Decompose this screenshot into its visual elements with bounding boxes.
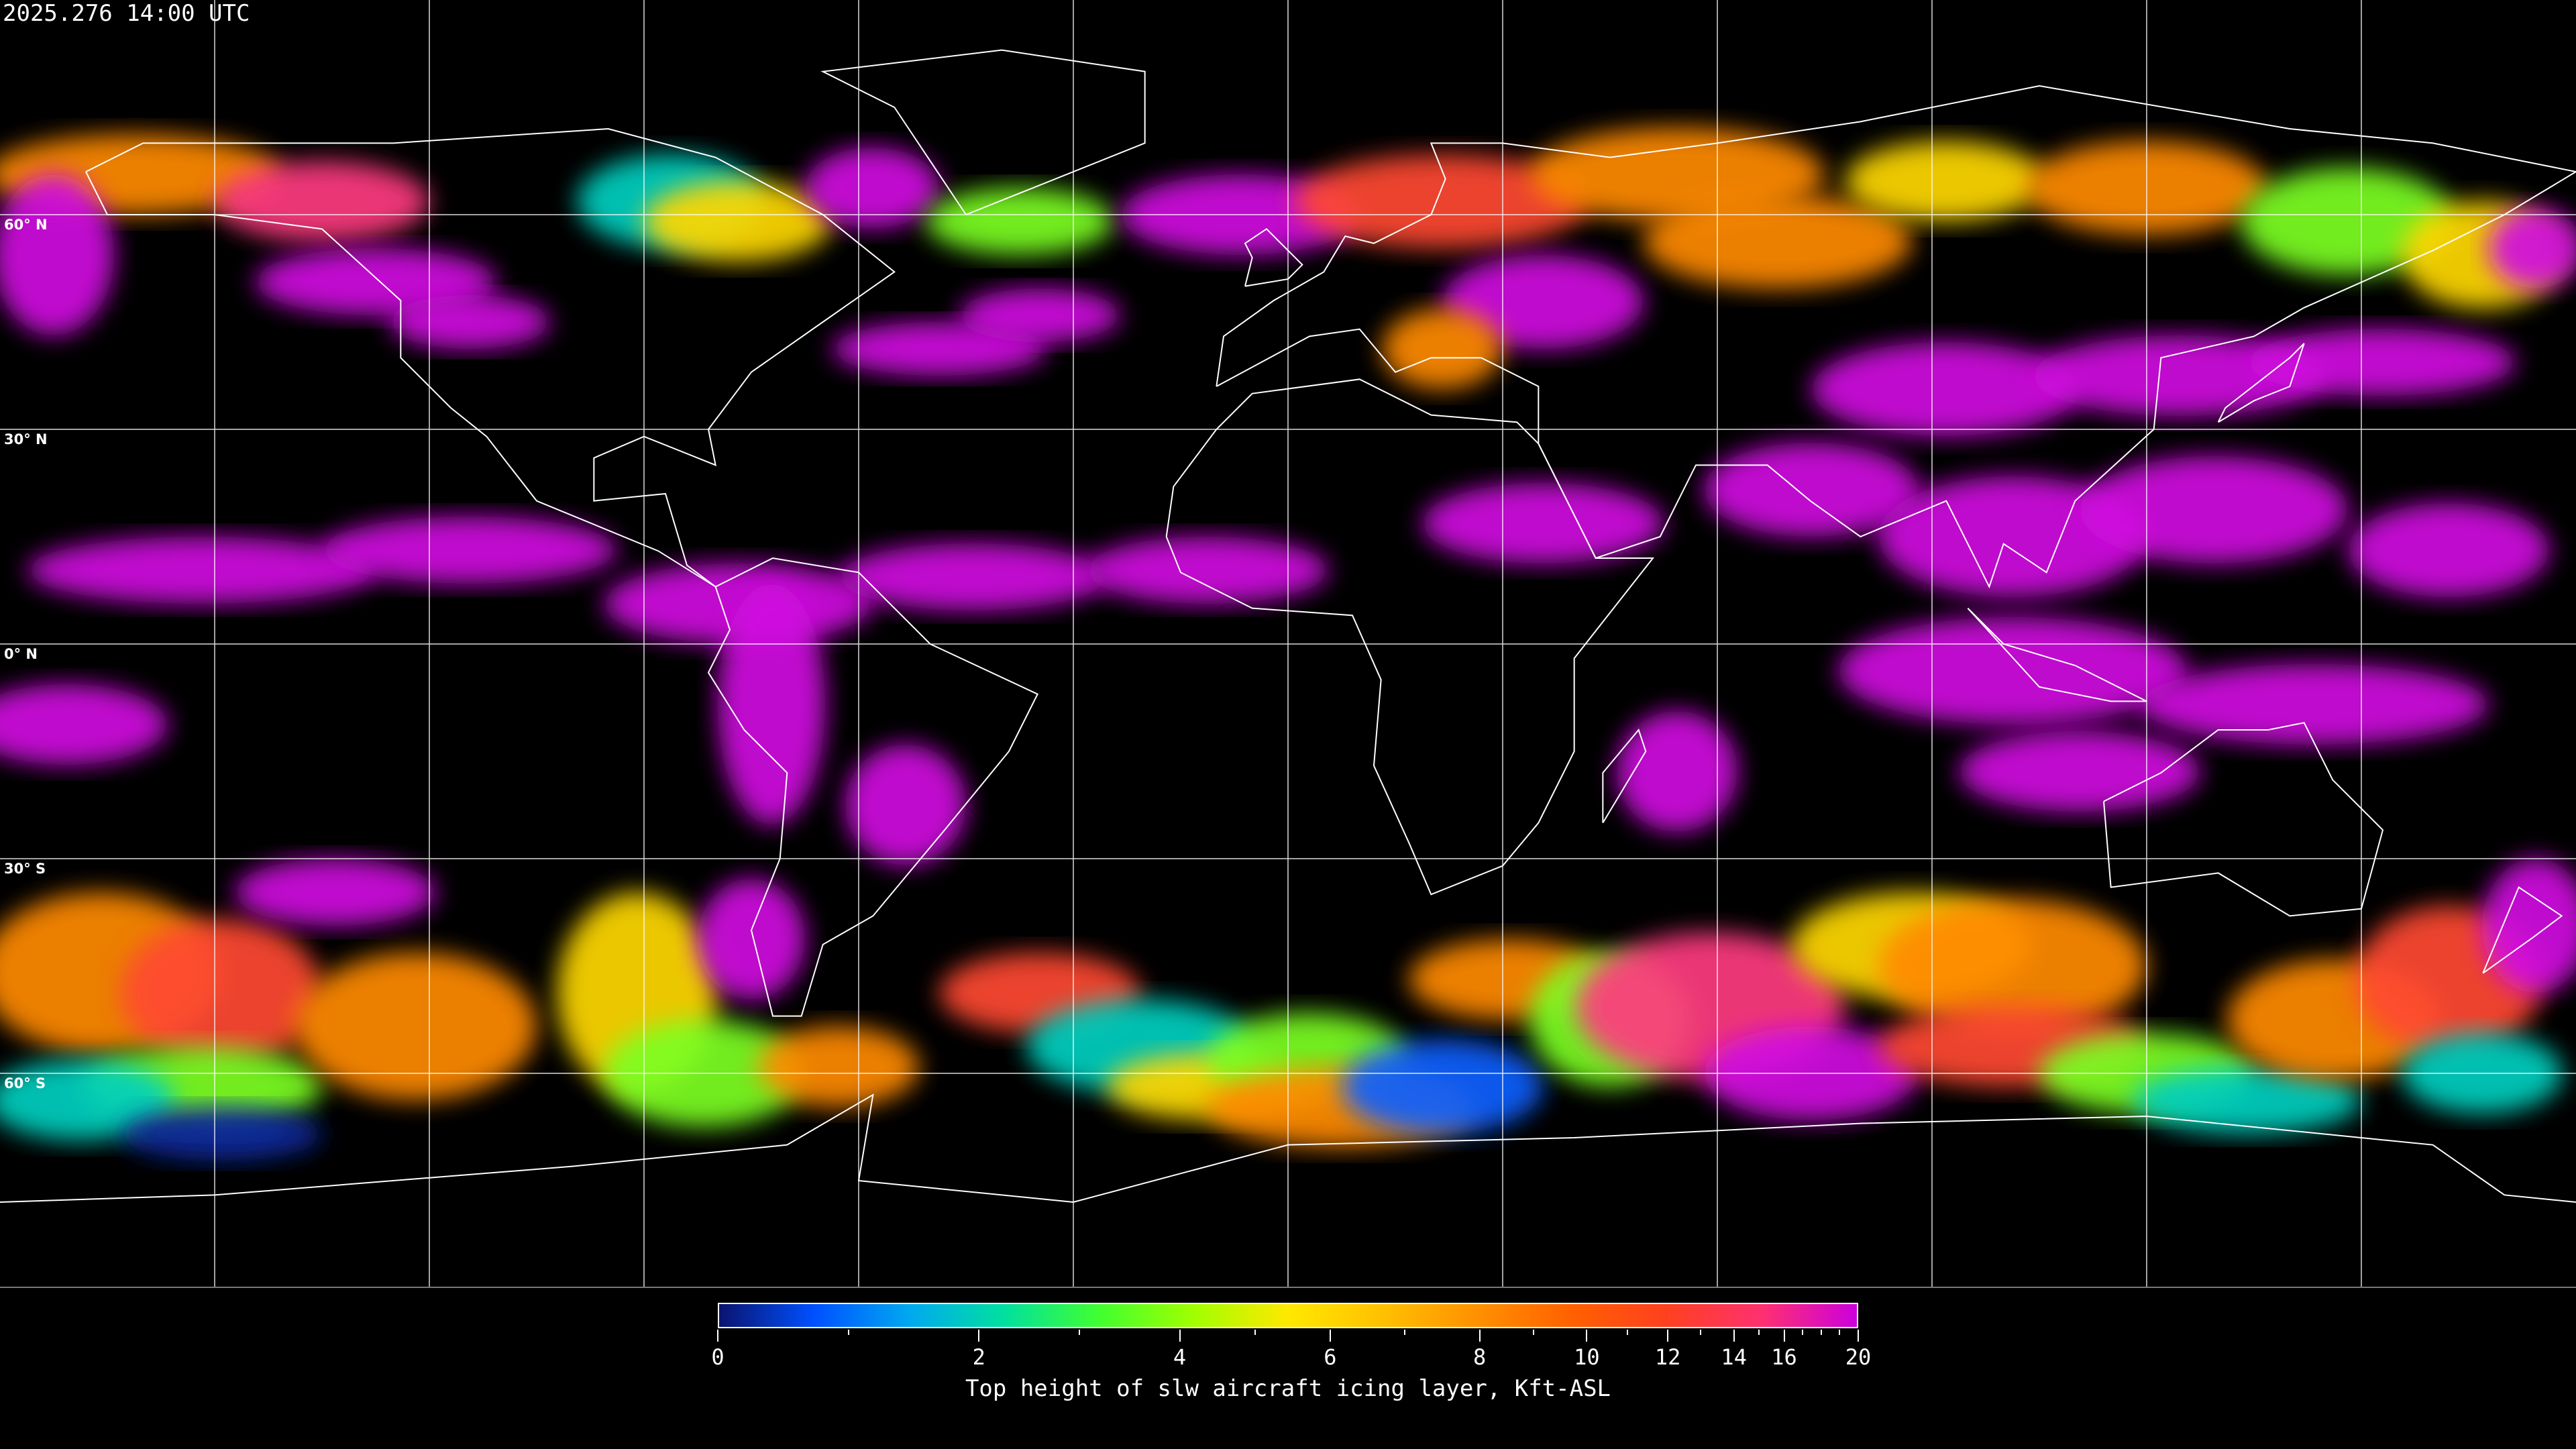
- cloud-patch: [1442, 255, 1644, 349]
- cloud-patch: [1845, 141, 2046, 221]
- cloud-patch: [805, 148, 939, 228]
- cloud-patch: [2241, 168, 2455, 275]
- colorbar-tick-label: 2: [972, 1344, 985, 1370]
- coastline: [85, 127, 896, 588]
- colorbar-minor-tick: [1700, 1330, 1702, 1335]
- colorbar-minor-tick: [1078, 1330, 1080, 1335]
- cloud-patch: [1878, 899, 2147, 1033]
- cloud-patch: [1087, 537, 1328, 604]
- colorbar: [718, 1303, 1858, 1328]
- cloud-patch: [698, 879, 805, 1000]
- cloud-patch: [121, 919, 322, 1067]
- colorbar-major-tick: [717, 1330, 718, 1342]
- colorbar-minor-tick: [1802, 1330, 1804, 1335]
- colorbar-major-tick: [1783, 1330, 1785, 1342]
- cloud-patch: [959, 288, 1120, 342]
- cloud-patch: [718, 584, 825, 825]
- colorbar-major-tick: [1179, 1330, 1181, 1342]
- cloud-patch: [839, 543, 1107, 610]
- coastline: [2217, 343, 2305, 423]
- coastline: [1216, 85, 2576, 589]
- colorbar-minor-tick: [1820, 1330, 1822, 1335]
- colorbar-major-tick: [1586, 1330, 1588, 1342]
- map-bottom-border: [0, 1287, 2576, 1288]
- coastline: [1602, 728, 1647, 824]
- colorbar-major-tick: [978, 1330, 980, 1342]
- colorbar-minor-tick: [1532, 1330, 1534, 1335]
- icing-map: [0, 0, 2576, 1288]
- cloud-patch: [2080, 456, 2348, 564]
- colorbar-major-tick: [1479, 1330, 1481, 1342]
- colorbar-caption: Top height of slw aircraft icing layer, …: [965, 1375, 1611, 1402]
- coastline: [1165, 378, 1655, 896]
- colorbar-tick-label: 10: [1574, 1344, 1600, 1370]
- colorbar-tick-label: 12: [1654, 1344, 1681, 1370]
- colorbar-minor-tick: [1254, 1330, 1256, 1335]
- lat-label-60s: 60° S: [4, 1075, 46, 1091]
- cloud-patch: [27, 537, 376, 604]
- lat-label-0n: 0° N: [4, 646, 38, 662]
- cloud-patch: [0, 1060, 174, 1140]
- cloud-patch: [389, 295, 550, 349]
- colorbar-major-tick: [1733, 1330, 1735, 1342]
- cloud-patch: [1644, 195, 1912, 288]
- cloud-patch: [644, 181, 832, 262]
- cloud-patch: [0, 684, 168, 765]
- colorbar-tick-label: 16: [1771, 1344, 1797, 1370]
- colorbar-major-tick: [1329, 1330, 1331, 1342]
- colorbar-major-tick: [1667, 1330, 1669, 1342]
- colorbar-tick-label: 14: [1721, 1344, 1747, 1370]
- cloud-patch: [295, 953, 537, 1100]
- cloud-patch: [2133, 1067, 2361, 1134]
- colorbar-minor-tick: [1404, 1330, 1406, 1335]
- colorbar-tick-label: 4: [1173, 1344, 1187, 1370]
- cloud-patch: [235, 859, 436, 926]
- cloud-patch: [1295, 154, 1590, 248]
- colorbar-tick-label: 8: [1472, 1344, 1487, 1370]
- timestamp: 2025.276 14:00 UTC: [3, 0, 250, 27]
- cloud-patch: [322, 517, 617, 584]
- coastline: [707, 557, 1039, 1017]
- cloud-patch: [1878, 476, 2147, 597]
- colorbar-major-tick: [1858, 1330, 1859, 1342]
- colorbar-minor-tick: [847, 1330, 849, 1335]
- coastline: [2103, 722, 2384, 917]
- colorbar-ticks: 0 2 4 6 8 10 12 14 16 20: [711, 1330, 1871, 1383]
- cloud-patch: [1811, 342, 2080, 436]
- cloud-patch: [1959, 731, 2200, 812]
- cloud-patch: [1617, 711, 1737, 832]
- colorbar-tick-label: 6: [1324, 1344, 1337, 1370]
- cloud-patch: [926, 188, 1114, 255]
- cloud-patch: [1382, 309, 1503, 389]
- lat-label-60n: 60° N: [4, 217, 48, 233]
- colorbar-tick-label: 0: [711, 1344, 724, 1370]
- coastline: [0, 1093, 2576, 1203]
- cloud-patch: [2482, 859, 2576, 993]
- cloud-patch: [758, 1026, 919, 1107]
- cloud-patch: [1838, 617, 2187, 724]
- cloud-patch: [1704, 443, 1919, 537]
- colorbar-minor-tick: [1839, 1330, 1841, 1335]
- lat-label-30s: 30° S: [4, 861, 46, 877]
- cloud-patch: [845, 745, 966, 865]
- cloud-patch: [1422, 483, 1664, 564]
- cloud-patch: [1342, 1040, 1543, 1134]
- graticule: [0, 0, 2576, 1288]
- colorbar-minor-tick: [1626, 1330, 1628, 1335]
- colorbar-minor-tick: [1758, 1330, 1760, 1335]
- cloud-patch: [2140, 664, 2489, 745]
- cloud-patch: [2489, 208, 2576, 288]
- coastline: [2482, 886, 2563, 974]
- coastline: [820, 49, 1146, 215]
- colorbar-tick-label: 20: [1845, 1344, 1872, 1370]
- cloud-patch: [2247, 329, 2516, 396]
- cloud-patch: [2348, 503, 2549, 597]
- lat-label-30n: 30° N: [4, 431, 48, 447]
- cloud-patch: [121, 1107, 322, 1161]
